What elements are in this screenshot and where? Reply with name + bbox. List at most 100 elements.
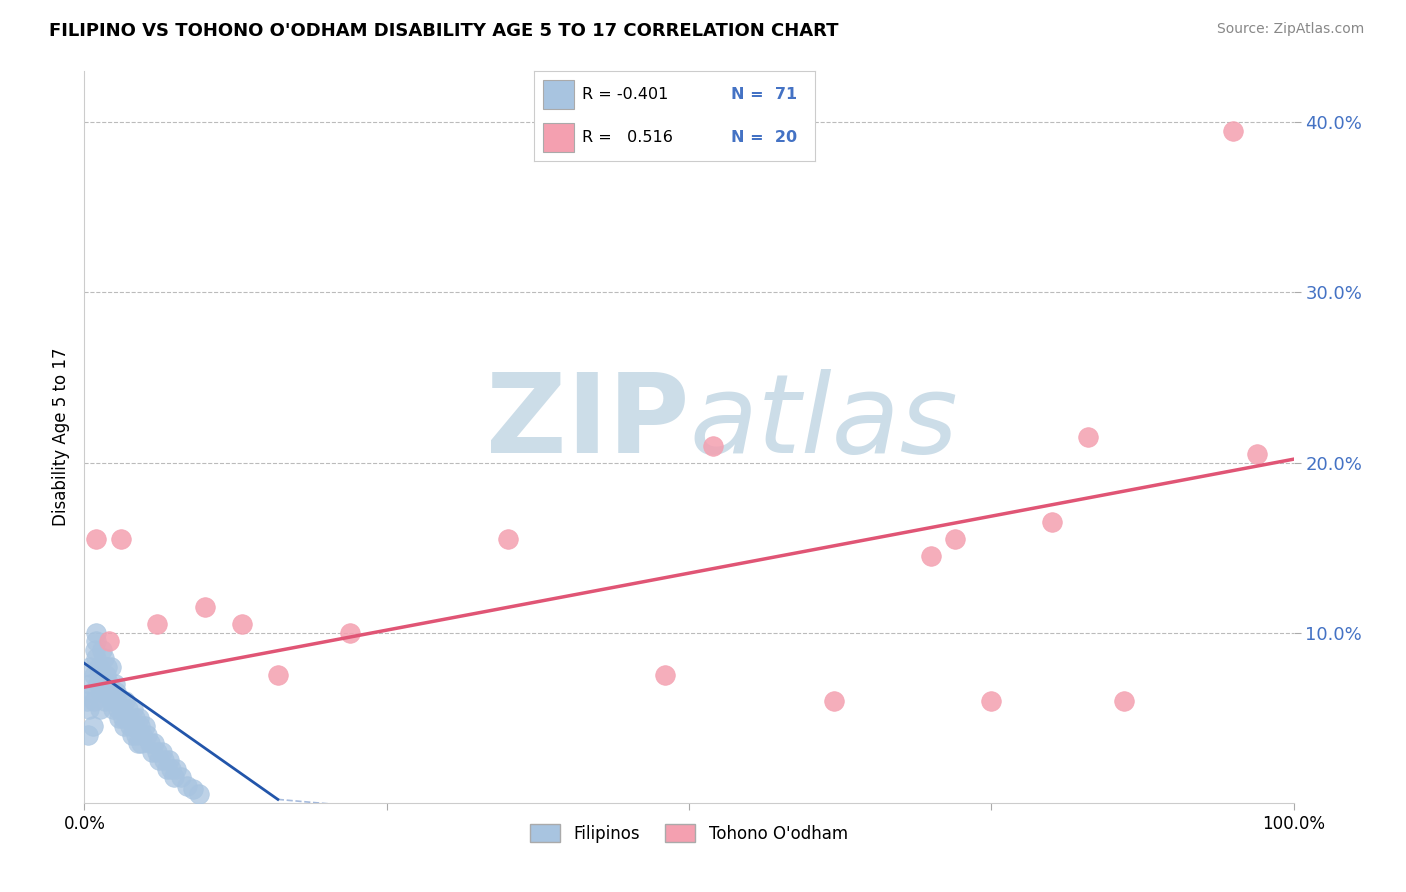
Point: [146, 617, 169, 632]
Point: [1222, 124, 1244, 138]
Point: [153, 753, 176, 767]
Point: [101, 694, 124, 708]
Point: [121, 702, 143, 716]
Point: [127, 736, 149, 750]
Point: [125, 728, 148, 742]
Point: [134, 719, 156, 733]
Point: [84, 642, 107, 657]
Point: [194, 600, 217, 615]
Point: [165, 762, 187, 776]
Point: [91, 677, 114, 691]
Text: R = -0.401: R = -0.401: [582, 87, 668, 102]
Point: [76, 694, 98, 708]
Point: [121, 728, 143, 742]
Point: [176, 779, 198, 793]
Point: [1040, 515, 1063, 529]
Point: [89, 668, 111, 682]
Text: FILIPINO VS TOHONO O'ODHAM DISABILITY AGE 5 TO 17 CORRELATION CHART: FILIPINO VS TOHONO O'ODHAM DISABILITY AG…: [49, 22, 839, 40]
Point: [79, 659, 101, 673]
Text: atlas: atlas: [689, 369, 957, 476]
Point: [124, 711, 146, 725]
Point: [89, 702, 111, 716]
Point: [654, 668, 676, 682]
Point: [93, 651, 115, 665]
Point: [86, 532, 108, 546]
Point: [97, 634, 120, 648]
Bar: [543, 123, 574, 152]
Point: [103, 702, 125, 716]
Point: [97, 677, 120, 691]
Point: [141, 745, 163, 759]
Point: [160, 762, 183, 776]
Point: [128, 711, 150, 725]
Point: [496, 532, 519, 546]
Text: R =   0.516: R = 0.516: [582, 130, 673, 145]
Point: [77, 702, 100, 716]
Point: [115, 711, 138, 725]
Point: [980, 694, 1002, 708]
Point: [77, 728, 100, 742]
Point: [129, 719, 152, 733]
Point: [87, 659, 110, 673]
Point: [143, 736, 166, 750]
Point: [920, 549, 942, 563]
Point: [104, 677, 127, 691]
Point: [146, 745, 169, 759]
Point: [114, 694, 136, 708]
Point: [181, 782, 204, 797]
Point: [86, 677, 108, 691]
Point: [155, 762, 177, 776]
Text: ZIP: ZIP: [485, 369, 689, 476]
Point: [90, 685, 112, 699]
Point: [122, 719, 145, 733]
Point: [83, 694, 105, 708]
Point: [1246, 447, 1268, 461]
Point: [96, 659, 118, 673]
Point: [83, 668, 105, 682]
Point: [94, 668, 117, 682]
Point: [231, 617, 253, 632]
Point: [117, 702, 139, 716]
Point: [108, 711, 131, 725]
Point: [136, 728, 159, 742]
Point: [86, 625, 108, 640]
Point: [79, 677, 101, 691]
Point: [110, 694, 132, 708]
Text: N =  20: N = 20: [731, 130, 797, 145]
Point: [100, 659, 122, 673]
Point: [129, 736, 152, 750]
Point: [148, 753, 170, 767]
Point: [1077, 430, 1099, 444]
Point: [105, 694, 128, 708]
Point: [138, 736, 160, 750]
Y-axis label: Disability Age 5 to 17: Disability Age 5 to 17: [52, 348, 70, 526]
Point: [339, 625, 361, 640]
Point: [823, 694, 845, 708]
Point: [267, 668, 290, 682]
Point: [118, 711, 141, 725]
Point: [170, 770, 193, 784]
Point: [188, 787, 211, 801]
Point: [943, 532, 966, 546]
Point: [150, 745, 173, 759]
Bar: [543, 80, 574, 109]
Point: [1114, 694, 1136, 708]
Legend: Filipinos, Tohono O'odham: Filipinos, Tohono O'odham: [523, 818, 855, 849]
Point: [98, 685, 121, 699]
Point: [163, 770, 186, 784]
Point: [120, 719, 142, 733]
Point: [131, 728, 153, 742]
Point: [110, 532, 132, 546]
Point: [111, 702, 134, 716]
Text: Source: ZipAtlas.com: Source: ZipAtlas.com: [1216, 22, 1364, 37]
Point: [94, 694, 117, 708]
Point: [91, 642, 114, 657]
Text: N =  71: N = 71: [731, 87, 797, 102]
Point: [86, 634, 108, 648]
Point: [82, 719, 104, 733]
Point: [157, 753, 180, 767]
Point: [107, 702, 129, 716]
Point: [86, 651, 108, 665]
Point: [112, 719, 135, 733]
Point: [702, 439, 724, 453]
